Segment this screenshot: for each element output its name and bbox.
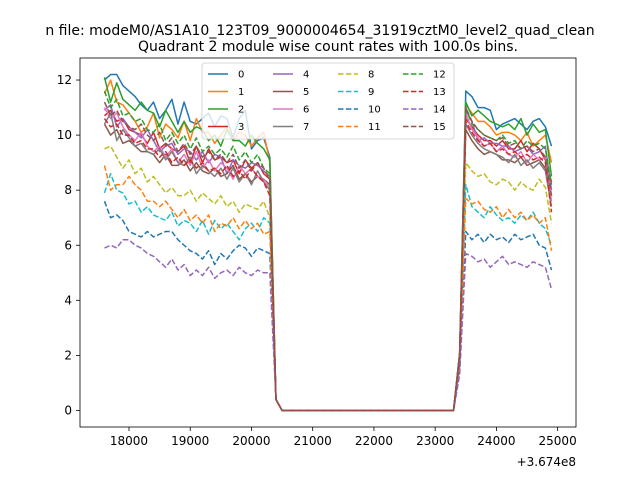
series-lines (103, 73, 553, 412)
legend-label-15: 15 (433, 122, 446, 133)
legend-label-9: 9 (368, 87, 374, 98)
legend-label-14: 14 (433, 105, 446, 116)
x-tick-label-19000: 19000 (171, 434, 209, 448)
x-tick-label-22000: 22000 (355, 434, 393, 448)
series-line-4 (103, 104, 553, 412)
plot-frame (79, 57, 577, 428)
legend-label-5: 5 (303, 87, 309, 98)
series-line-15 (103, 101, 553, 412)
y-tick-label-8: 8 (64, 183, 72, 197)
x-tick-label-25000: 25000 (539, 434, 577, 448)
legend-label-7: 7 (303, 122, 309, 133)
axes: 18000 19000 20000 21000 22000 23000 24000 25000… (57, 57, 577, 448)
legend-label-3: 3 (238, 122, 244, 133)
legend-label-13: 13 (433, 87, 446, 98)
x-tick-label-20000: 20000 (232, 434, 270, 448)
y-tick-label-0: 0 (64, 403, 72, 417)
series-line-8 (104, 145, 553, 412)
legend-label-2: 2 (238, 105, 244, 116)
legend-box (201, 62, 455, 140)
series-line-10 (103, 200, 553, 412)
y-tick-label-2: 2 (64, 348, 72, 362)
y-tick-label-10: 10 (57, 128, 72, 142)
series-line-5 (103, 123, 553, 412)
series-line-14 (104, 239, 553, 412)
y-tick-label-12: 12 (57, 73, 72, 87)
figure-suptitle: n file: modeM0/AS1A10_123T09_9000004654_… (45, 23, 594, 39)
legend-label-10: 10 (368, 105, 381, 116)
legend-label-4: 4 (303, 70, 309, 81)
series-line-13 (103, 118, 553, 412)
legend-label-8: 8 (368, 70, 374, 81)
chart-title: Quadrant 2 module wise count rates with … (138, 39, 518, 55)
legend-label-1: 1 (238, 87, 244, 98)
y-tick-label-4: 4 (64, 293, 72, 307)
x-tick-label-21000: 21000 (294, 434, 332, 448)
legend-label-6: 6 (303, 105, 309, 116)
series-line-7 (103, 112, 553, 412)
legend-label-11: 11 (368, 122, 381, 133)
x-tick-label-24000: 24000 (477, 434, 515, 448)
legend-label-12: 12 (433, 70, 446, 81)
x-tick-label-23000: 23000 (416, 434, 454, 448)
legend-label-0: 0 (238, 70, 244, 81)
series-line-11 (103, 165, 553, 412)
y-tick-label-6: 6 (64, 238, 72, 252)
x-offset-label: +3.674e8 (517, 455, 576, 469)
x-tick-label-18000: 18000 (110, 434, 148, 448)
